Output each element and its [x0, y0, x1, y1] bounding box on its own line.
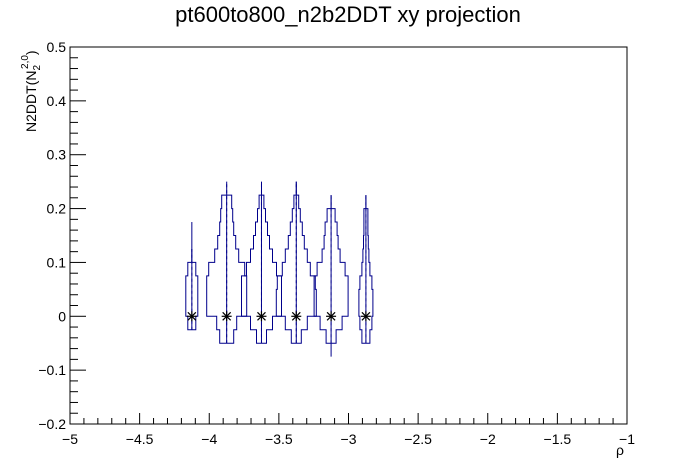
mean-marker: [256, 311, 267, 322]
mean-marker-d2: [291, 311, 301, 321]
y-tick-label: 0.4: [47, 93, 67, 109]
y-tick-label: 0: [58, 308, 66, 324]
y-axis-label: N2DDT(N22,0): [20, 50, 43, 132]
violin-group: [313, 195, 349, 357]
x-tick-label: −2.5: [404, 431, 432, 447]
mean-marker-d2: [187, 311, 197, 321]
y-tick-label: 0.3: [47, 147, 67, 163]
y-tick-label: −0.2: [38, 416, 66, 432]
x-tick-label: −4.5: [126, 431, 154, 447]
mean-marker-d2: [326, 311, 336, 321]
x-tick-label: −3.5: [265, 431, 293, 447]
x-tick-label: −1: [619, 431, 635, 447]
mean-marker: [326, 311, 337, 322]
violin-outline: [313, 195, 349, 344]
x-tick-label: −1.5: [544, 431, 572, 447]
chart-title: pt600to800_n2b2DDT xy projection: [175, 2, 521, 27]
x-tick-label: −5: [62, 431, 78, 447]
mean-marker: [360, 311, 371, 322]
mean-marker: [221, 311, 232, 322]
y-tick-label: −0.1: [38, 362, 66, 378]
y-axis-label-main: N2DDT(N: [23, 71, 39, 132]
mean-marker-d2: [361, 311, 371, 321]
violin-outline: [358, 195, 374, 344]
mean-marker-d2: [257, 311, 266, 321]
y-axis-label-close: ): [23, 50, 39, 55]
mean-marker: [291, 311, 302, 322]
y-tick-label: 0.2: [47, 201, 67, 217]
x-axis: −5 −4.5 −4 −3.5 −3 −2.5 −2 −1.5 −1: [62, 413, 635, 447]
x-tick-label: −4: [201, 431, 217, 447]
y-axis-label-sup: 2,0: [20, 55, 31, 69]
violin-group: [275, 181, 317, 344]
x-tick-label: −2: [480, 431, 496, 447]
y-tick-label: 0.5: [47, 39, 67, 55]
mean-marker: [186, 311, 197, 322]
mean-marker-d2: [222, 311, 232, 321]
violin-group: [185, 222, 199, 331]
series-layer: [185, 181, 374, 357]
x-tick-label: −3: [341, 431, 357, 447]
y-axis-label-sub: 2: [32, 65, 43, 71]
x-axis-label: ρ: [616, 442, 624, 458]
y-axis: −0.2 −0.1 0 0.1 0.2 0.3 0.4 0.5: [38, 39, 86, 432]
violin-group: [358, 195, 374, 344]
y-tick-label: 0.1: [47, 254, 67, 270]
violin-outline: [275, 181, 317, 344]
